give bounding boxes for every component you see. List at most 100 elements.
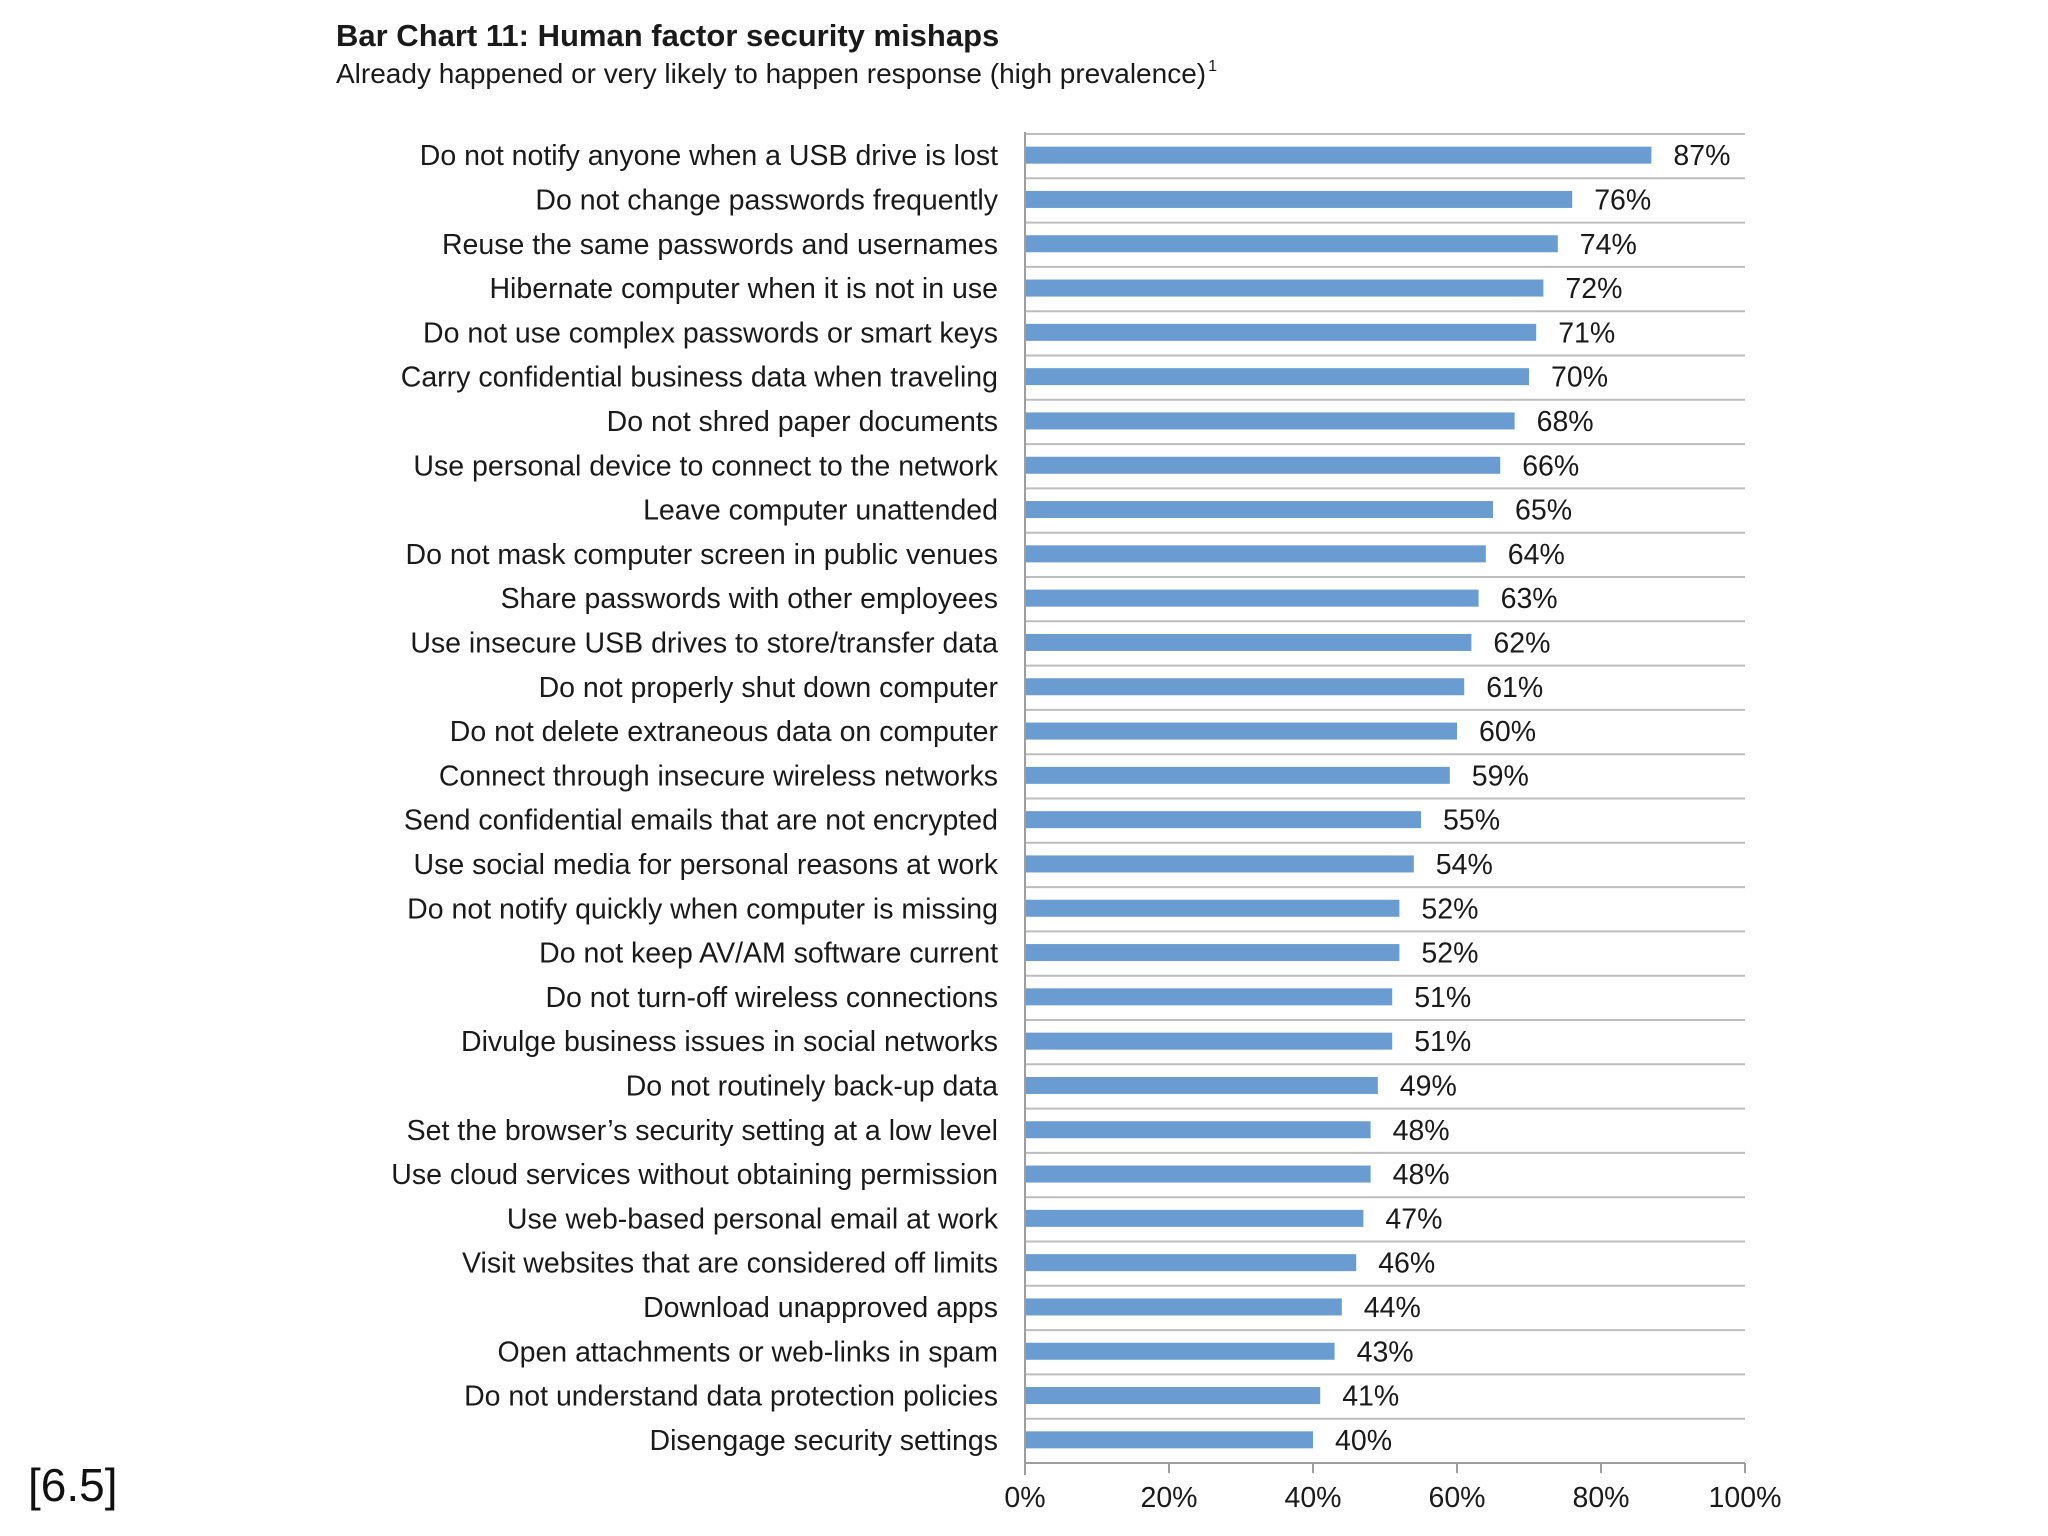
data-label: 70% (1551, 362, 1608, 394)
bar (1025, 1298, 1342, 1316)
bar (1025, 279, 1544, 297)
data-label: 51% (1414, 1026, 1471, 1058)
data-label: 62% (1493, 627, 1550, 659)
category-label: Use social media for personal reasons at… (413, 849, 998, 881)
data-label: 43% (1357, 1336, 1414, 1368)
category-label: Do not properly shut down computer (539, 672, 999, 704)
bar (1025, 146, 1652, 164)
data-label: 63% (1501, 583, 1558, 615)
category-label: Do not mask computer screen in public ve… (406, 539, 998, 571)
bar (1025, 1387, 1321, 1405)
bar (1025, 1165, 1371, 1183)
category-label: Leave computer unattended (643, 495, 998, 527)
category-label: Use web-based personal email at work (507, 1203, 999, 1235)
category-label: Visit websites that are considered off l… (462, 1248, 998, 1280)
bar (1025, 545, 1486, 563)
bar (1025, 1121, 1371, 1139)
category-label: Hibernate computer when it is not in use (489, 273, 998, 305)
x-tick-label: 40% (1284, 1482, 1341, 1514)
bar (1025, 1209, 1364, 1227)
data-label: 71% (1558, 317, 1615, 349)
bar (1025, 190, 1573, 208)
data-label: 74% (1580, 229, 1637, 261)
bar (1025, 235, 1558, 253)
data-label: 54% (1436, 849, 1493, 881)
data-label: 68% (1537, 406, 1594, 438)
bar (1025, 412, 1515, 430)
data-label: 76% (1594, 184, 1651, 216)
category-label: Do not notify anyone when a USB drive is… (420, 140, 998, 172)
x-tick-label: 60% (1428, 1482, 1485, 1514)
slide-reference: [6.5] (28, 1459, 118, 1511)
data-label: 59% (1472, 760, 1529, 792)
category-label: Open attachments or web-links in spam (497, 1336, 998, 1368)
x-tick-label: 100% (1709, 1482, 1782, 1514)
x-tick-label: 0% (1004, 1482, 1045, 1514)
category-label: Use cloud services without obtaining per… (391, 1159, 998, 1191)
category-label: Do not use complex passwords or smart ke… (423, 317, 998, 349)
bar (1025, 988, 1393, 1006)
data-label: 52% (1421, 893, 1478, 925)
data-label: 48% (1393, 1115, 1450, 1147)
data-label: 60% (1479, 716, 1536, 748)
data-label: 48% (1393, 1159, 1450, 1191)
chart-subtitle-text: Already happened or very likely to happe… (336, 58, 1207, 89)
data-label: 51% (1414, 982, 1471, 1014)
bar (1025, 678, 1465, 696)
category-label: Share passwords with other employees (501, 583, 998, 615)
category-label: Use personal device to connect to the ne… (413, 450, 998, 482)
data-label: 61% (1486, 672, 1543, 704)
bar (1025, 855, 1414, 873)
data-label: 66% (1522, 450, 1579, 482)
category-label: Do not shred paper documents (607, 406, 998, 438)
bar (1025, 1032, 1393, 1050)
bar (1025, 944, 1400, 962)
data-label: 55% (1443, 805, 1500, 837)
category-label: Send confidential emails that are not en… (404, 805, 998, 837)
bar (1025, 456, 1501, 474)
data-label: 49% (1400, 1070, 1457, 1102)
x-tick-label: 20% (1140, 1482, 1197, 1514)
bar (1025, 766, 1450, 784)
x-tick-label: 80% (1572, 1482, 1629, 1514)
bar (1025, 811, 1421, 829)
category-label: Do not notify quickly when computer is m… (407, 893, 998, 925)
bar (1025, 589, 1479, 607)
category-label: Download unapproved apps (643, 1292, 998, 1324)
data-label: 41% (1342, 1381, 1399, 1413)
data-label: 65% (1515, 495, 1572, 527)
category-label: Do not routinely back-up data (626, 1070, 998, 1102)
chart-subtitle: Already happened or very likely to happe… (336, 58, 1217, 90)
bar (1025, 368, 1529, 386)
category-label: Do not change passwords frequently (535, 184, 998, 216)
category-label: Disengage security settings (649, 1425, 998, 1457)
bar (1025, 1342, 1335, 1360)
bar (1025, 323, 1537, 341)
category-label: Do not understand data protection polici… (464, 1381, 998, 1413)
data-label: 46% (1378, 1248, 1435, 1280)
chart-title: Bar Chart 11: Human factor security mish… (336, 18, 1000, 53)
data-label: 40% (1335, 1425, 1392, 1457)
category-label: Do not delete extraneous data on compute… (450, 716, 999, 748)
category-label: Divulge business issues in social networ… (461, 1026, 998, 1058)
category-label: Do not turn-off wireless connections (545, 982, 998, 1014)
bar (1025, 1254, 1357, 1272)
bar (1025, 1431, 1313, 1449)
data-label: 44% (1364, 1292, 1421, 1324)
bar (1025, 633, 1472, 651)
category-label: Use insecure USB drives to store/transfe… (410, 627, 998, 659)
data-label: 64% (1508, 539, 1565, 571)
bar (1025, 899, 1400, 917)
data-label: 72% (1565, 273, 1622, 305)
category-label: Do not keep AV/AM software current (539, 938, 998, 970)
category-label: Connect through insecure wireless networ… (439, 760, 998, 792)
bar (1025, 501, 1493, 519)
bar (1025, 722, 1457, 740)
bar (1025, 1076, 1378, 1094)
data-label: 87% (1673, 140, 1730, 172)
subtitle-footnote-marker: 1 (1208, 58, 1217, 75)
category-label: Carry confidential business data when tr… (401, 362, 998, 394)
data-label: 47% (1385, 1203, 1442, 1235)
category-label: Reuse the same passwords and usernames (442, 229, 998, 261)
